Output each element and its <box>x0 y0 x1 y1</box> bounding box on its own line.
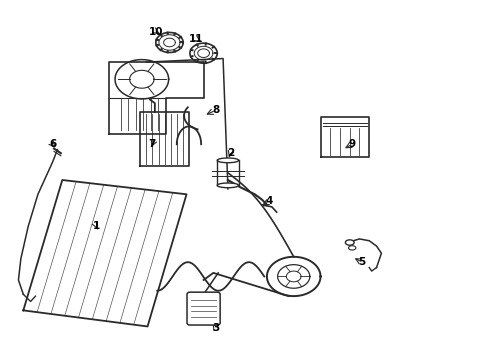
Text: 4: 4 <box>266 197 273 206</box>
Ellipse shape <box>348 246 356 250</box>
Ellipse shape <box>345 240 354 245</box>
Text: 2: 2 <box>227 148 234 158</box>
Text: 6: 6 <box>49 139 56 149</box>
Text: 3: 3 <box>212 323 220 333</box>
Text: 7: 7 <box>149 139 156 149</box>
Text: 1: 1 <box>93 221 100 231</box>
Ellipse shape <box>217 158 239 163</box>
Ellipse shape <box>217 183 239 188</box>
Text: 9: 9 <box>348 139 356 149</box>
Text: 5: 5 <box>358 257 366 267</box>
Text: 11: 11 <box>189 34 203 44</box>
Text: 8: 8 <box>212 105 220 115</box>
FancyBboxPatch shape <box>187 292 220 325</box>
Text: 10: 10 <box>149 27 164 37</box>
